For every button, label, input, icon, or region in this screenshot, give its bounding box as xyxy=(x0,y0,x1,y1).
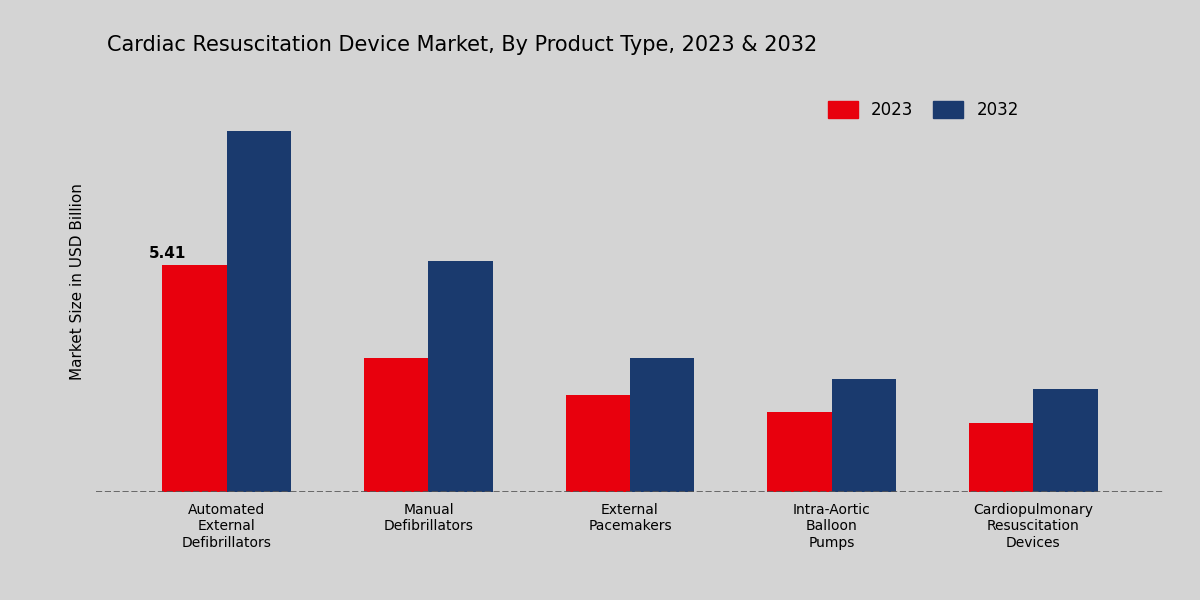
Bar xyxy=(565,395,630,492)
Bar xyxy=(428,261,493,492)
Y-axis label: Market Size in USD Billion: Market Size in USD Billion xyxy=(70,184,85,380)
Bar xyxy=(630,358,695,492)
Bar xyxy=(767,412,832,492)
Legend: 2023, 2032: 2023, 2032 xyxy=(820,93,1027,128)
Bar xyxy=(227,131,292,492)
Text: 5.41: 5.41 xyxy=(149,247,187,262)
Bar xyxy=(1033,389,1098,492)
Bar xyxy=(364,358,428,492)
Bar xyxy=(968,422,1033,492)
Bar xyxy=(832,379,896,492)
Text: Cardiac Resuscitation Device Market, By Product Type, 2023 & 2032: Cardiac Resuscitation Device Market, By … xyxy=(107,35,817,55)
Bar xyxy=(162,265,227,492)
